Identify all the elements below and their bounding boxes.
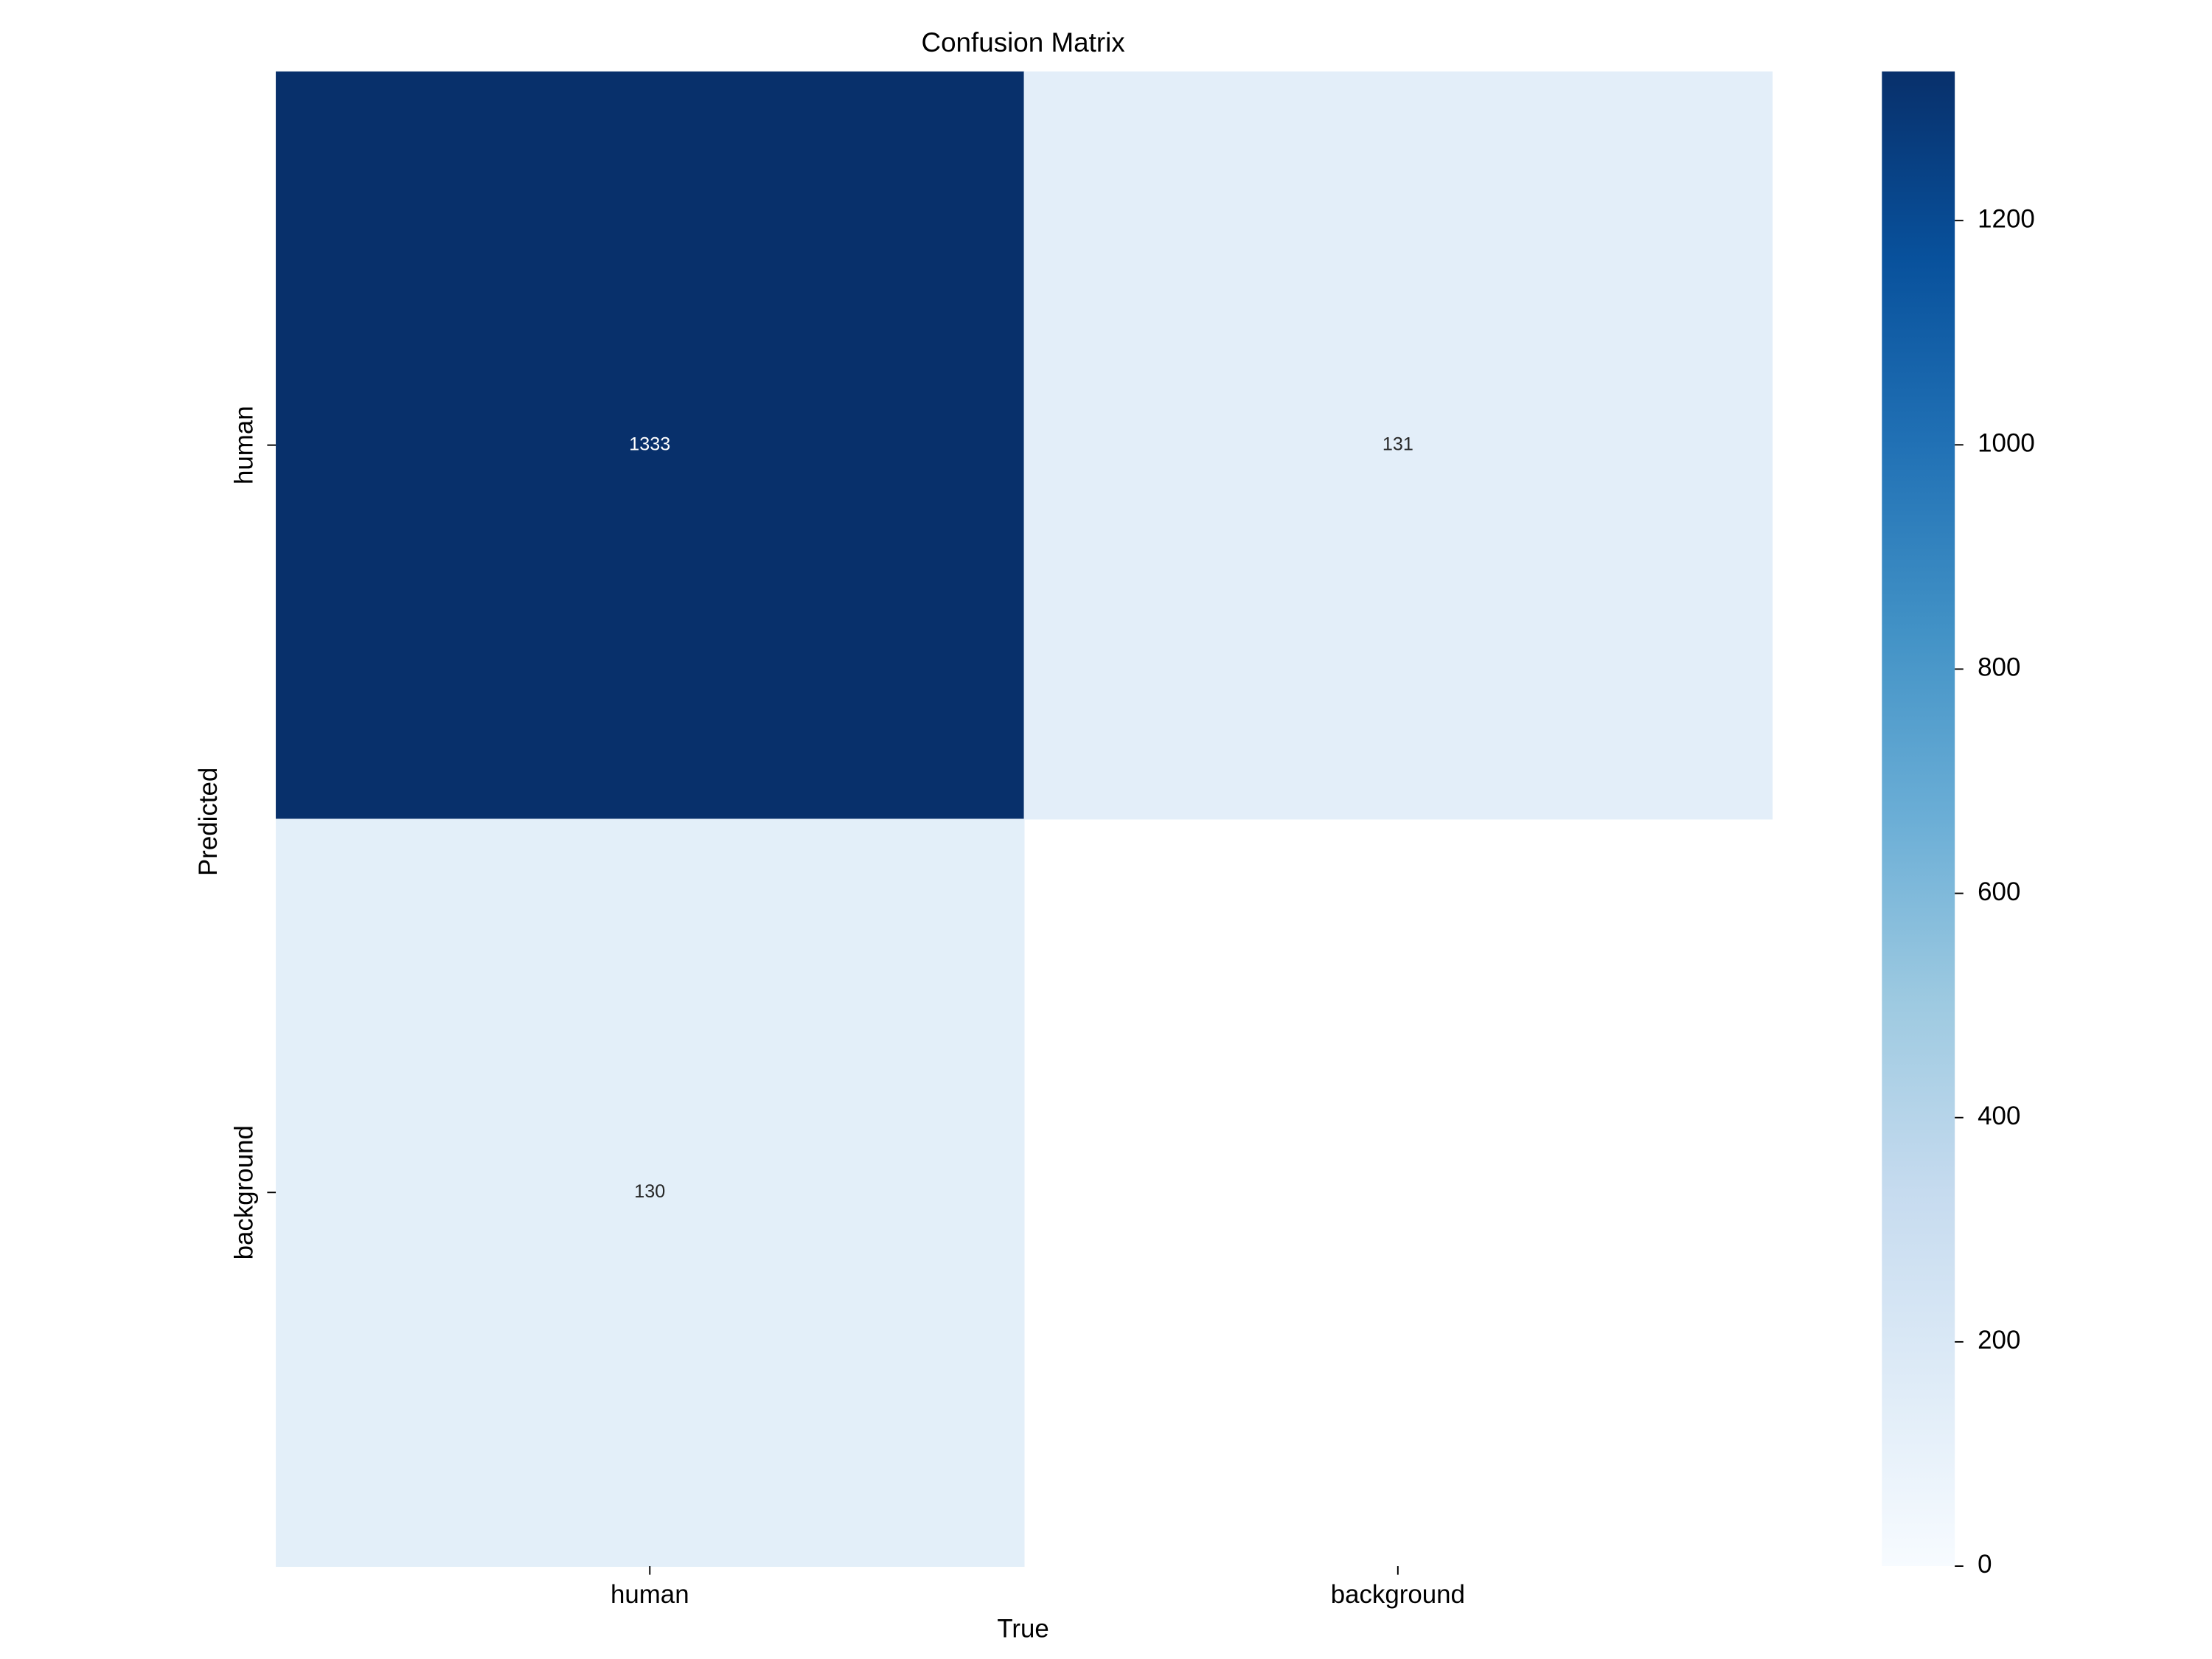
x-axis-label: True [997, 1614, 1048, 1643]
heatmap-cell [276, 818, 1025, 1567]
x-tick-label: background [1331, 1580, 1465, 1609]
y-axis-label: Predicted [194, 768, 223, 876]
colorbar-tick-label: 600 [1978, 877, 2020, 906]
x-tick-label: human [611, 1580, 689, 1609]
heatmap-cell [276, 71, 1025, 820]
cell-annotation: 1333 [629, 434, 670, 454]
y-tick-label: human [230, 406, 259, 484]
colorbar-tick-label: 0 [1978, 1550, 1992, 1579]
heatmap-cell [1023, 71, 1773, 820]
chart-title: Confusion Matrix [921, 27, 1125, 58]
cell-annotation: 130 [634, 1181, 665, 1202]
colorbar-tick-label: 1000 [1978, 429, 2035, 458]
colorbar-tick-label: 1200 [1978, 204, 2035, 233]
y-tick-label: background [230, 1125, 259, 1259]
colorbar [1882, 71, 1955, 1567]
cell-annotation: 131 [1382, 434, 1413, 454]
colorbar-tick-label: 800 [1978, 653, 2020, 682]
colorbar-tick-label: 400 [1978, 1102, 2020, 1130]
colorbar-tick-label: 200 [1978, 1326, 2020, 1354]
